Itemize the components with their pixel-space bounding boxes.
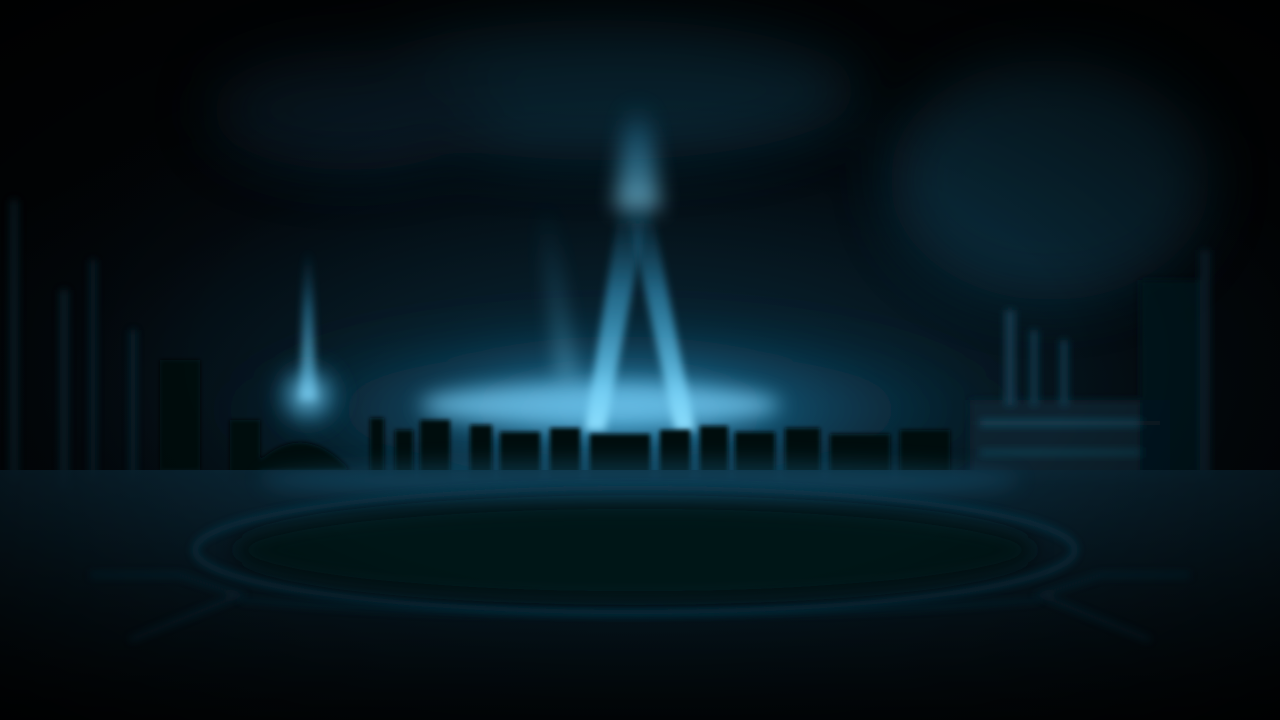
left-spotlight xyxy=(268,250,348,435)
cloud-haze xyxy=(210,20,1210,300)
arena-floor xyxy=(0,460,1280,720)
left-pillars xyxy=(10,200,136,490)
